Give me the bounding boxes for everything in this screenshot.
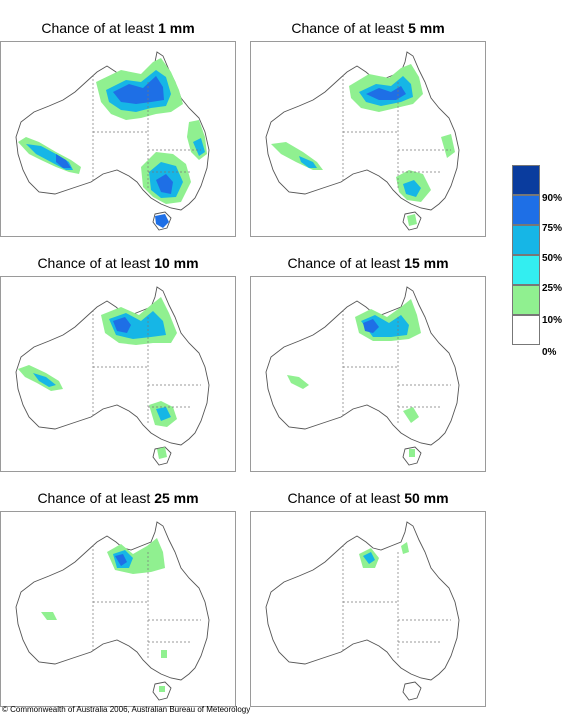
legend-label: 0% [542,347,557,358]
legend-label: 75% [542,223,563,234]
panel-title-prefix: Chance of at least [41,20,155,36]
map-frame [0,276,236,472]
panel-title: Chance of at least 25 mm [0,490,236,506]
rain-areas [41,538,167,692]
rain-areas [359,542,409,568]
panel-title-threshold: 10 mm [154,255,199,271]
panel-title-prefix: Chance of at least [37,255,151,271]
legend-label: 90% [542,193,563,204]
panel-title-prefix: Chance of at least [287,255,401,271]
australia-map [15,521,210,701]
rain-areas [18,297,177,459]
rain-areas [287,299,421,457]
legend-label: 10% [542,315,563,326]
legend-label: 25% [542,283,563,294]
map-frame [0,511,236,707]
copyright-notice: © Commonwealth of Australia 2006, Austra… [2,705,251,714]
australia-map [15,51,210,231]
map-frame [250,276,486,472]
legend-swatch [512,195,540,225]
map-frame [250,41,486,237]
panel-title-prefix: Chance of at least [37,490,151,506]
legend-swatch [512,165,540,195]
panel-title-threshold: 1 mm [158,20,195,36]
legend-swatch [512,285,540,315]
panel-title-threshold: 15 mm [404,255,449,271]
panel-title-threshold: 50 mm [404,490,449,506]
rain-areas [18,58,207,228]
rain-areas [271,64,455,226]
panel-title-threshold: 5 mm [408,20,445,36]
australia-map [265,286,460,466]
panel-title: Chance of at least 1 mm [0,20,236,36]
legend-swatch [512,315,540,345]
probability-legend: 90% 75% 50% 25% 10% 0% [512,165,568,358]
panel-title: Chance of at least 5 mm [250,20,486,36]
map-frame [250,511,486,707]
legend-swatch [512,225,540,255]
australia-map [265,521,460,701]
panel-title: Chance of at least 50 mm [250,490,486,506]
panel-title-threshold: 25 mm [154,490,199,506]
australia-map [265,51,460,231]
legend-label: 50% [542,253,563,264]
legend-swatch [512,255,540,285]
map-frame [0,41,236,237]
panel-title: Chance of at least 10 mm [0,255,236,271]
australia-map [15,286,210,466]
panel-title-prefix: Chance of at least [291,20,405,36]
panel-title-prefix: Chance of at least [287,490,401,506]
panel-title: Chance of at least 15 mm [250,255,486,271]
